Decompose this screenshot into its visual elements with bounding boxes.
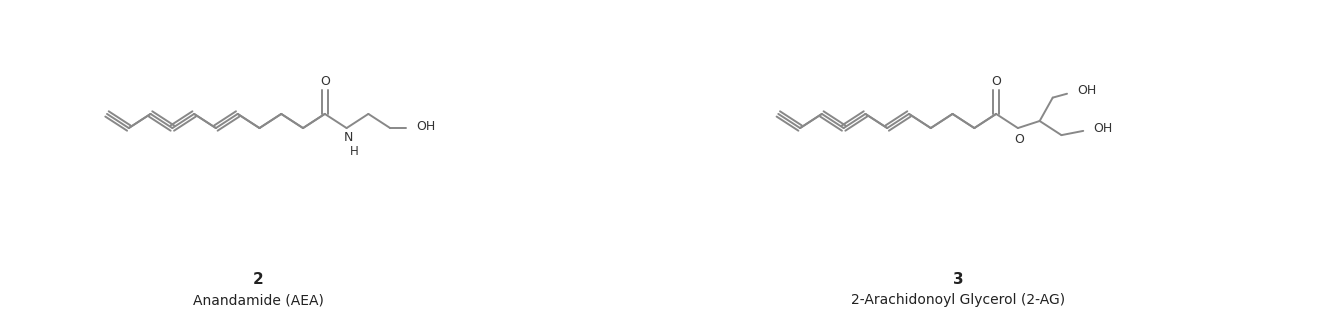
Text: O: O (320, 75, 329, 88)
Text: H: H (350, 145, 358, 158)
Text: 2: 2 (253, 272, 263, 287)
Text: 3: 3 (952, 272, 963, 287)
Text: 2-Arachidonoyl Glycerol (2-AG): 2-Arachidonoyl Glycerol (2-AG) (851, 293, 1065, 307)
Text: OH: OH (1077, 84, 1096, 97)
Text: O: O (992, 75, 1001, 88)
Text: O: O (1014, 133, 1023, 146)
Text: OH: OH (416, 120, 436, 133)
Text: N: N (344, 131, 353, 144)
Text: OH: OH (1093, 122, 1113, 135)
Text: Anandamide (AEA): Anandamide (AEA) (194, 293, 324, 307)
